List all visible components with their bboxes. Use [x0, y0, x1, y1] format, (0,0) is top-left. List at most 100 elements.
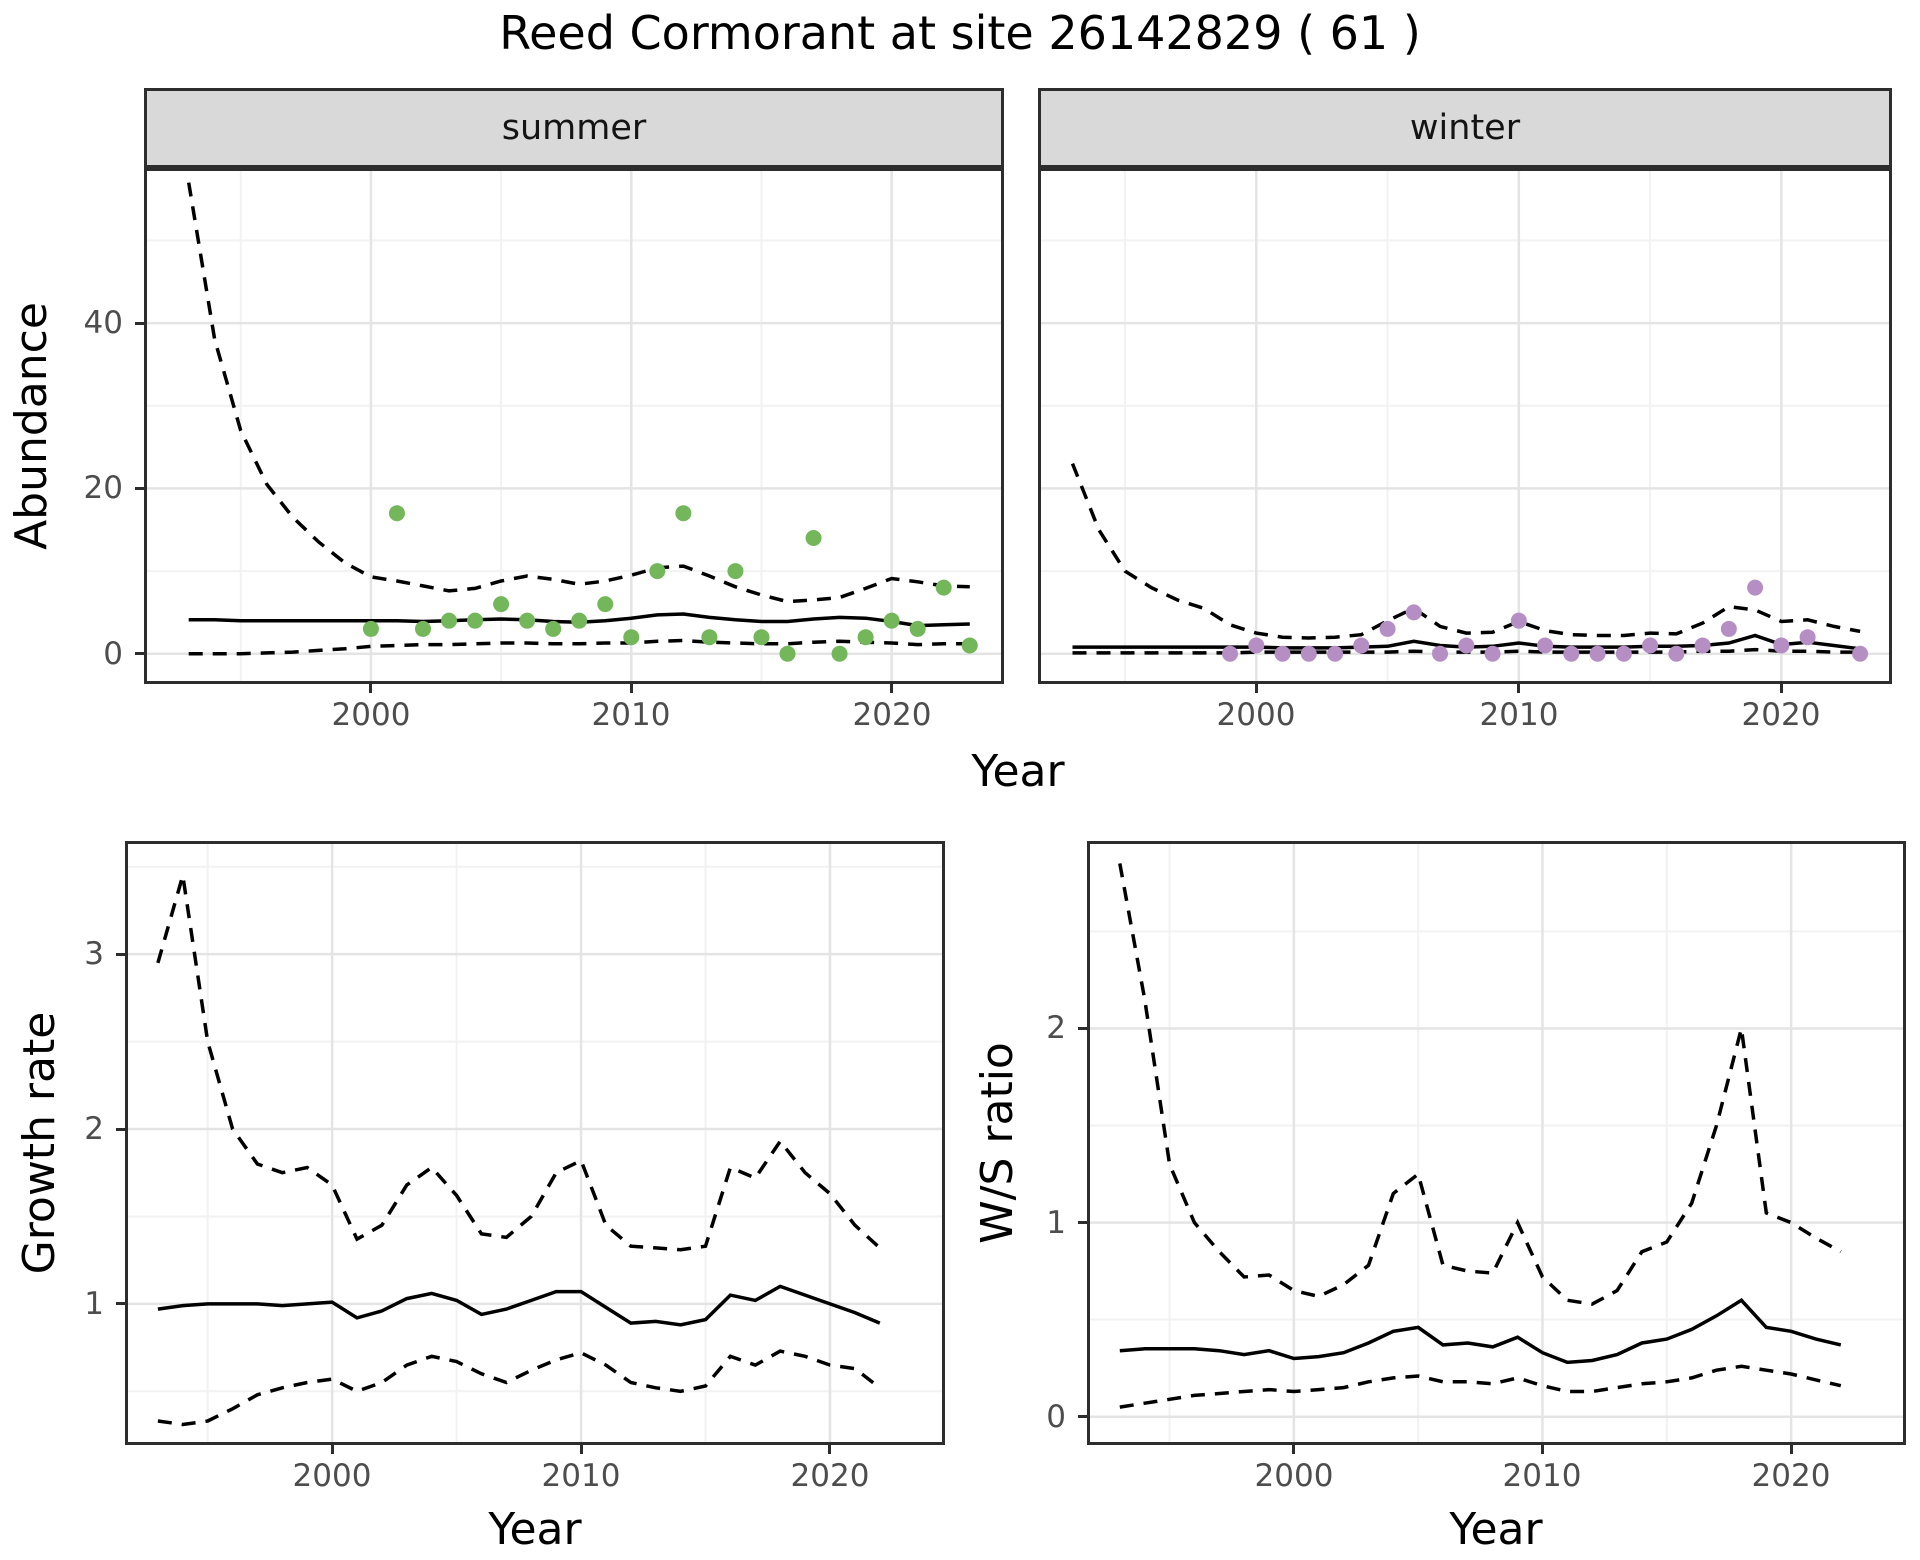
- series-lower_ci: [157, 1349, 881, 1427]
- facet-strip-winter: winter: [1038, 88, 1892, 168]
- x-tick-label: 2000: [292, 1458, 372, 1494]
- data-point-observed_counts: [753, 629, 770, 646]
- x-tick-label: 2020: [1751, 1458, 1831, 1494]
- data-point-observed_counts: [675, 505, 692, 522]
- y-tick-mark: [135, 487, 144, 490]
- x-tick-label: 2000: [331, 697, 411, 733]
- y-tick-label: 20: [83, 470, 123, 506]
- data-point-observed_counts: [1589, 645, 1606, 662]
- series-lower_ci: [1119, 1364, 1842, 1409]
- series-fit: [1119, 1298, 1842, 1365]
- data-point-observed_counts: [727, 563, 744, 580]
- y-tick-mark: [1078, 1415, 1087, 1418]
- data-point-observed_counts: [519, 612, 536, 629]
- y-tick-mark: [116, 1302, 125, 1305]
- panel-abundance-summer: [144, 168, 1004, 684]
- data-point-observed_counts: [1537, 637, 1554, 654]
- chart-abundance-summer: [147, 171, 1001, 681]
- data-point-observed_counts: [1222, 645, 1239, 662]
- y-tick-label: 2: [84, 1111, 104, 1147]
- x-tick-mark: [369, 684, 372, 693]
- data-point-observed_counts: [545, 620, 562, 637]
- series-lower_ci: [188, 638, 970, 656]
- facet-strip-winter-label: winter: [1409, 108, 1521, 148]
- x-tick-label: 2010: [1479, 697, 1559, 733]
- facet-strip-summer-label: summer: [501, 108, 647, 148]
- data-point-observed_counts: [623, 629, 640, 646]
- x-tick-mark: [580, 1445, 583, 1454]
- x-tick-label: 2010: [1502, 1458, 1582, 1494]
- panel-growth-rate: [125, 841, 945, 1445]
- data-point-observed_counts: [961, 637, 978, 654]
- data-point-observed_counts: [701, 629, 718, 646]
- x-tick-label: 2020: [1741, 697, 1821, 733]
- x-tick-label: 2020: [790, 1458, 870, 1494]
- y-tick-label: 0: [103, 636, 123, 672]
- y-tick-label: 40: [83, 305, 123, 341]
- data-point-observed_counts: [1405, 604, 1422, 621]
- ws-x-axis-title: Year: [1449, 1504, 1543, 1555]
- data-point-observed_counts: [1747, 579, 1764, 596]
- data-point-observed_counts: [597, 596, 614, 613]
- x-tick-mark: [1541, 1445, 1544, 1454]
- y-tick-mark: [1078, 1221, 1087, 1224]
- facet-strip-summer: summer: [144, 88, 1004, 168]
- y-tick-mark: [1078, 1027, 1087, 1030]
- y-tick-label: 1: [84, 1286, 104, 1322]
- data-point-observed_counts: [441, 612, 458, 629]
- panel-abundance-winter: [1038, 168, 1892, 684]
- data-point-observed_counts: [1720, 620, 1737, 637]
- series-upper_ci: [1070, 462, 1861, 640]
- x-tick-label: 2010: [591, 697, 671, 733]
- chart-ws-ratio: [1090, 844, 1903, 1442]
- x-tick-label: 2000: [1254, 1458, 1334, 1494]
- data-point-observed_counts: [1274, 645, 1291, 662]
- data-point-observed_counts: [1852, 645, 1869, 662]
- data-point-observed_counts: [1300, 645, 1317, 662]
- data-point-observed_counts: [1379, 620, 1396, 637]
- x-tick-mark: [331, 1445, 334, 1454]
- series-upper_ci: [156, 875, 881, 1252]
- x-tick-mark: [828, 1445, 831, 1454]
- data-point-observed_counts: [1615, 645, 1632, 662]
- data-point-observed_counts: [1510, 612, 1527, 629]
- data-point-observed_counts: [1432, 645, 1449, 662]
- series-fit: [157, 1284, 881, 1327]
- data-point-observed_counts: [1563, 645, 1580, 662]
- x-tick-mark: [1780, 684, 1783, 693]
- data-point-observed_counts: [362, 620, 379, 637]
- y-tick-label: 0: [1046, 1399, 1066, 1435]
- data-point-observed_counts: [935, 579, 952, 596]
- data-point-observed_counts: [1458, 637, 1475, 654]
- x-tick-mark: [630, 684, 633, 693]
- data-point-observed_counts: [1327, 645, 1344, 662]
- x-tick-mark: [1517, 684, 1520, 693]
- panel-ws-ratio: [1087, 841, 1906, 1445]
- x-tick-label: 2000: [1216, 697, 1296, 733]
- chart-growth-rate: [128, 844, 942, 1442]
- growth-x-axis-title: Year: [488, 1504, 582, 1555]
- data-point-observed_counts: [571, 612, 588, 629]
- y-tick-mark: [135, 322, 144, 325]
- data-point-observed_counts: [1668, 645, 1685, 662]
- data-point-observed_counts: [1799, 629, 1816, 646]
- data-point-observed_counts: [909, 620, 926, 637]
- data-point-observed_counts: [388, 505, 405, 522]
- x-tick-label: 2010: [541, 1458, 621, 1494]
- series-upper_ci: [186, 182, 970, 604]
- top-x-axis-title: Year: [971, 746, 1065, 797]
- chart-abundance-winter: [1041, 171, 1889, 681]
- data-point-observed_counts: [805, 530, 822, 547]
- data-point-observed_counts: [1773, 637, 1790, 654]
- x-tick-mark: [890, 684, 893, 693]
- data-point-observed_counts: [1353, 637, 1370, 654]
- y-tick-label: 3: [84, 936, 104, 972]
- series-upper_ci: [1118, 863, 1842, 1306]
- y-tick-label: 2: [1046, 1010, 1066, 1046]
- x-tick-mark: [1790, 1445, 1793, 1454]
- data-point-observed_counts: [883, 612, 900, 629]
- y-tick-label: 1: [1046, 1205, 1066, 1241]
- x-tick-mark: [1255, 684, 1258, 693]
- data-point-observed_counts: [779, 645, 796, 662]
